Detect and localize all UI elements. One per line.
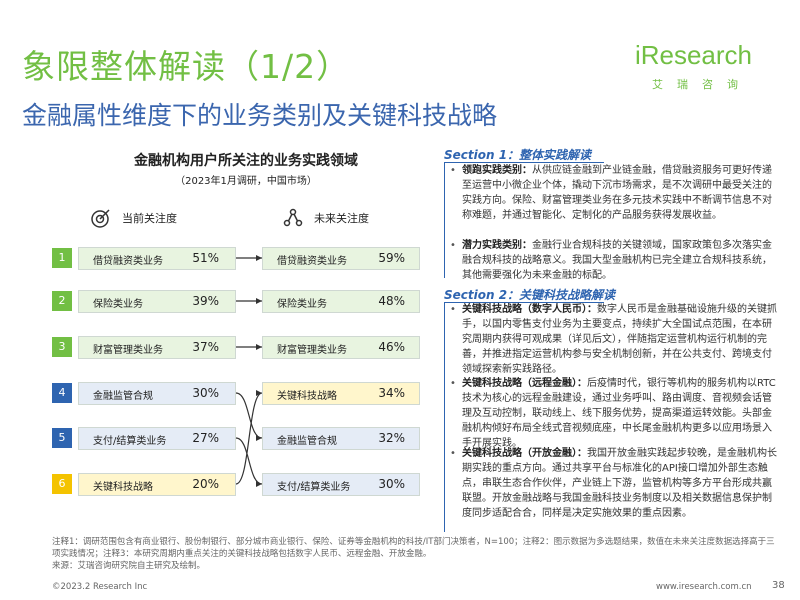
section-1-item-title: 潜力实践类别： [462, 240, 532, 251]
current-row-label: 借贷融资类业务 [93, 256, 163, 267]
target-icon [91, 209, 110, 228]
future-row-value: 48% [378, 294, 405, 308]
connector-tech-strategy [235, 392, 263, 485]
current-row-value: 20% [192, 477, 219, 491]
section-2-item-title: 关键科技战略（数字人民币）： [462, 304, 597, 315]
section-2-item-title: 关键科技战略（远程金融）： [462, 378, 587, 389]
section-2-item-text: 数字人民币是金融基础设施升级的关键抓手，以国内零售支付业务为主要变点，持续扩大全… [462, 304, 777, 375]
rank-badge: 6 [52, 474, 72, 494]
section-1-line [444, 162, 445, 278]
current-row: 财富管理类业务 37% [78, 336, 236, 359]
rank-badge: 1 [52, 248, 72, 268]
current-row: 借贷融资类业务 51% [78, 247, 236, 270]
footnote-source: 来源：艾瑞咨询研究院自主研究及绘制。 [52, 561, 206, 571]
connector-compliance [235, 392, 263, 439]
section-2-heading: Section 2：关键科技战略解读 [444, 288, 616, 302]
current-row-label: 保险类业务 [93, 299, 143, 310]
current-row-value: 37% [192, 340, 219, 354]
current-row: 支付/结算类业务 27% [78, 427, 236, 450]
section-2-item-text: 我国开放金融实践起步较晚，是金融机构长期实践的重点方向。通过共享平台与标准化的A… [462, 448, 777, 519]
logo-cn-text: 艾瑞咨询 [652, 78, 752, 91]
future-row-value: 34% [378, 386, 405, 400]
current-row: 金融监管合规 30% [78, 382, 236, 405]
rank-badge: 2 [52, 291, 72, 311]
future-attention-header: 未来关注度 [282, 207, 369, 229]
current-row: 关键科技战略 20% [78, 473, 236, 496]
future-row: 支付/结算类业务 30% [262, 473, 420, 496]
current-row-label: 关键科技战略 [93, 482, 153, 493]
rank-badge: 5 [52, 428, 72, 448]
future-row: 借贷融资类业务 59% [262, 247, 420, 270]
section-1-item-title: 领跑实践类别： [462, 165, 532, 176]
section-2-item-title: 关键科技战略（开放金融）： [462, 448, 587, 459]
future-row: 财富管理类业务 46% [262, 336, 420, 359]
current-row-label: 财富管理类业务 [93, 345, 163, 356]
current-row-value: 51% [192, 251, 219, 265]
section-2-line [444, 302, 445, 532]
future-row-value: 59% [378, 251, 405, 265]
future-row-value: 32% [378, 431, 405, 445]
current-attention-header: 当前关注度 [90, 207, 177, 229]
chart-subtitle: （2023年1月调研，中国市场） [175, 176, 317, 187]
future-row-label: 保险类业务 [277, 299, 327, 310]
page-number: 38 [772, 580, 785, 591]
section-1-item: 领跑实践类别：从供应链金融到产业链金融，借贷融资服务可更好传递至运营中小微企业个… [450, 163, 780, 223]
website-link[interactable]: www.iresearch.com.cn [656, 582, 752, 592]
current-row-value: 27% [192, 431, 219, 445]
rank-badge: 4 [52, 383, 72, 403]
logo-wordmark: iResearch [634, 40, 752, 70]
current-attention-label: 当前关注度 [122, 212, 177, 225]
future-row: 金融监管合规 32% [262, 427, 420, 450]
footnote-notes: 注释1：调研范围包含有商业银行、股份制银行、部分城市商业银行、保险、证券等金融机… [52, 537, 775, 559]
connector-payment [235, 437, 263, 485]
future-row-label: 财富管理类业务 [277, 345, 347, 356]
section-1-item-text: 金融行业合规科技的关键领域，国家政策包多次落实金融合规科技的战略意义。我国大型金… [462, 240, 772, 281]
current-row-label: 支付/结算类业务 [93, 436, 167, 447]
page-title: 象限整体解读（1/2） [22, 47, 351, 86]
future-row-label: 支付/结算类业务 [277, 482, 351, 493]
section-2-item: 关键科技战略（数字人民币）：数字人民币是金融基础设施升级的关键抓手，以国内零售支… [450, 302, 780, 377]
future-row-label: 借贷融资类业务 [277, 256, 347, 267]
current-row-value: 39% [192, 294, 219, 308]
section-1-heading: Section 1：整体实践解读 [444, 148, 592, 162]
future-row: 关键科技战略 34% [262, 382, 420, 405]
chart-title: 金融机构用户所关注的业务实践领域 [134, 153, 358, 169]
section-2-item-text: 后疫情时代，银行等机构的服务机构以RTC技术为核心的远程金融建设，通过业务呼叫、… [462, 378, 776, 449]
section-1-item: 潜力实践类别：金融行业合规科技的关键领域，国家政策包多次落实金融合规科技的战略意… [450, 238, 780, 283]
section-2-item: 关键科技战略（开放金融）：我国开放金融实践起步较晚，是金融机构长期实践的重点方向… [450, 446, 780, 521]
future-row-value: 30% [378, 477, 405, 491]
footnote: 注释1：调研范围包含有商业银行、股份制银行、部分城市商业银行、保险、证券等金融机… [52, 536, 782, 572]
current-row-label: 金融监管合规 [93, 391, 153, 402]
section-1-item-text: 从供应链金融到产业链金融，借贷融资服务可更好传递至运营中小微企业个体，撬动下沉市… [462, 165, 772, 221]
future-attention-label: 未来关注度 [314, 212, 369, 225]
rank-badge: 3 [52, 337, 72, 357]
future-row: 保险类业务 48% [262, 290, 420, 313]
future-row-label: 金融监管合规 [277, 436, 337, 447]
iresearch-logo: iResearch 艾瑞咨询 [622, 40, 752, 98]
page-subtitle: 金融属性维度下的业务类别及关键科技战略 [22, 101, 498, 130]
section-2-item: 关键科技战略（远程金融）：后疫情时代，银行等机构的服务机构以RTC技术为核心的远… [450, 376, 780, 451]
network-icon [283, 208, 303, 227]
future-row-value: 46% [378, 340, 405, 354]
future-row-label: 关键科技战略 [277, 391, 337, 402]
current-row: 保险类业务 39% [78, 290, 236, 313]
copyright: ©2023.2 Research Inc [52, 582, 148, 592]
current-row-value: 30% [192, 386, 219, 400]
